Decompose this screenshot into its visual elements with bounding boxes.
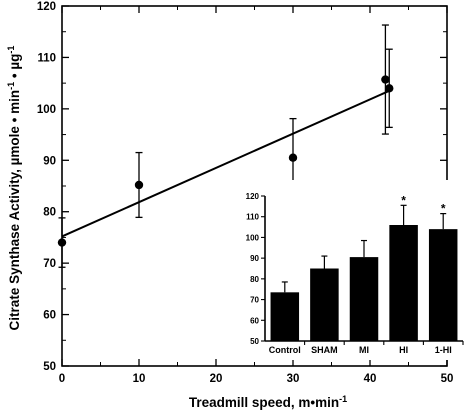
data-point	[57, 238, 67, 247]
inset-category-label: Control	[269, 345, 301, 355]
data-point	[385, 84, 394, 93]
inset-category-label: HI	[399, 345, 408, 355]
y-axis-label-text: Citrate Synthase Activity, µmole • min	[7, 90, 22, 331]
x-tick-label: 30	[287, 373, 300, 385]
y-tick-label: 90	[43, 155, 56, 167]
x-tick-label: 0	[59, 373, 65, 385]
inset-y-tick-label: 110	[246, 213, 259, 222]
x-tick-label: 40	[364, 373, 377, 385]
x-axis-label: Treadmill speed, m•min-1	[189, 394, 347, 410]
inset-category-label: MI	[359, 345, 369, 355]
inset-y-tick-label: 60	[250, 316, 259, 325]
x-axis-label-sup: -1	[339, 394, 347, 404]
y-axis-label-mid: • µg	[7, 54, 22, 82]
x-axis-label-text: Treadmill speed, m•min	[189, 395, 339, 410]
inset-bar	[389, 225, 418, 341]
x-tick-label: 10	[133, 373, 146, 385]
data-point	[134, 180, 144, 190]
regression-line	[61, 89, 390, 238]
y-tick-label: 50	[43, 361, 56, 373]
y-tick-label: 80	[43, 207, 56, 219]
x-tick-label: 20	[210, 373, 223, 385]
inset-bar	[270, 292, 300, 341]
inset-y-tick-label: 50	[250, 337, 259, 346]
x-tick-label: 50	[441, 373, 454, 385]
inset-bar	[428, 229, 458, 341]
y-tick-label: 70	[43, 258, 56, 270]
data-point	[381, 75, 390, 84]
significance-marker: *	[441, 202, 446, 216]
inset-y-tick-label: 100	[246, 233, 260, 242]
inset-y-tick-label: 80	[250, 275, 259, 284]
data-point	[288, 153, 298, 162]
inset-bar	[349, 257, 379, 341]
y-axis-label: Citrate Synthase Activity, µmole • min-1…	[6, 46, 22, 331]
inset-category-label: 1-HI	[435, 345, 452, 355]
y-axis-label-sup-2: -1	[6, 46, 16, 54]
y-tick-label: 60	[43, 310, 56, 322]
significance-marker: *	[401, 193, 406, 207]
inset-category-label: SHAM	[311, 345, 338, 355]
inset-y-tick-label: 90	[250, 254, 259, 263]
inset-y-tick-label: 70	[250, 296, 259, 305]
y-tick-label: 120	[37, 1, 56, 13]
y-tick-label: 100	[37, 104, 56, 116]
y-axis-label-sup-1: -1	[6, 82, 16, 90]
main-plot: 50 60 70 80 90 100 110 120 0 10 20 30 40 50	[37, 1, 454, 385]
inset-bar-chart: 50 60 70 80 90 100 110 120 Control SHAM MI * HI * 1-HI	[221, 180, 467, 360]
y-tick-label: 110	[37, 52, 56, 64]
inset-y-tick-label: 120	[246, 192, 260, 201]
inset-bar	[310, 268, 339, 341]
inset-background	[221, 180, 467, 360]
